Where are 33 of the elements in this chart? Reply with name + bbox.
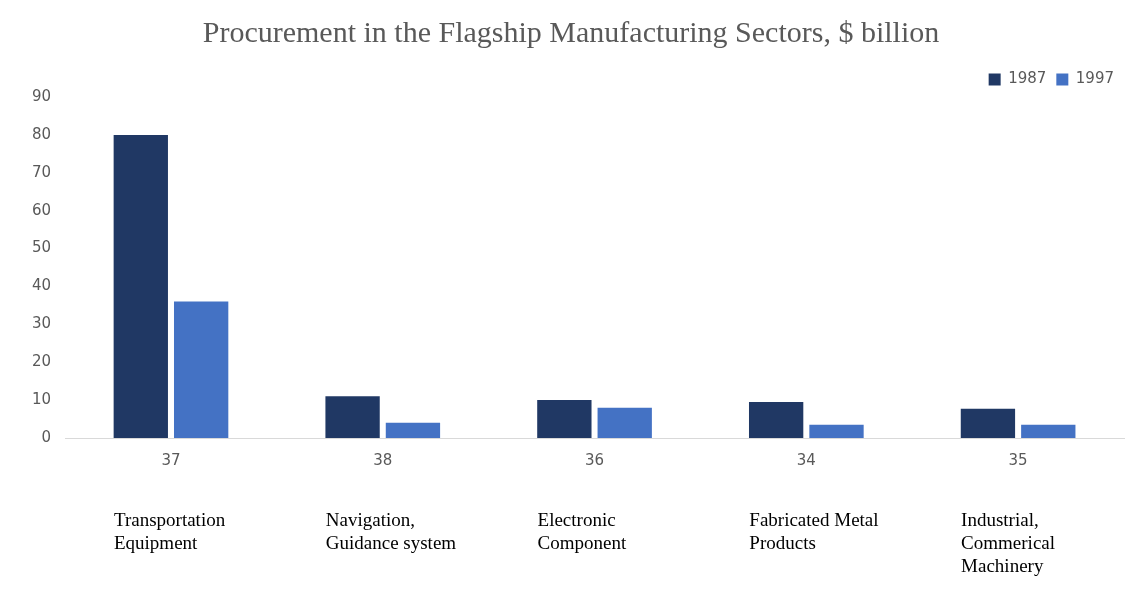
y-tick-label: 80 [31,124,52,143]
bar [174,301,229,438]
bar [748,402,804,438]
x-tick-label: 38 [373,450,393,469]
bar [325,396,380,438]
bar [385,422,441,438]
y-tick-label: 90 [31,86,52,105]
y-tick-label: 10 [31,390,52,408]
y-tick-label: 30 [31,314,52,333]
bar [809,424,864,438]
text: Electronic Component [537,509,627,554]
legend-label: 1987 [1008,69,1047,88]
y-tick-label: 20 [31,352,52,371]
x-tick-label: 37 [161,450,181,469]
y-tick-label: 0 [41,427,52,446]
x-tick-label: 34 [796,450,816,469]
y-tick-label: 70 [31,162,52,181]
x-tick-label: 35 [1008,450,1028,469]
bar [537,400,592,438]
y-tick-label: 40 [31,276,52,295]
y-tick-label: 60 [31,200,52,219]
x-tick-label: 36 [585,450,605,469]
text: Transportation Equipment [113,509,226,554]
legend-label: 1997 [1075,69,1115,88]
text: Navigation, Guidance system [325,509,457,554]
text: Fabricated Metal Products [749,509,879,554]
text: Industrial, Commerical Machinery [961,509,1056,577]
bar [1021,424,1076,438]
y-tick-label: 50 [31,238,52,257]
chart-title: Procurement in the Flagship Manufacturing Sectors, $ billion [202,14,940,48]
bar [113,134,168,438]
bar [960,408,1016,438]
bar [597,407,652,438]
